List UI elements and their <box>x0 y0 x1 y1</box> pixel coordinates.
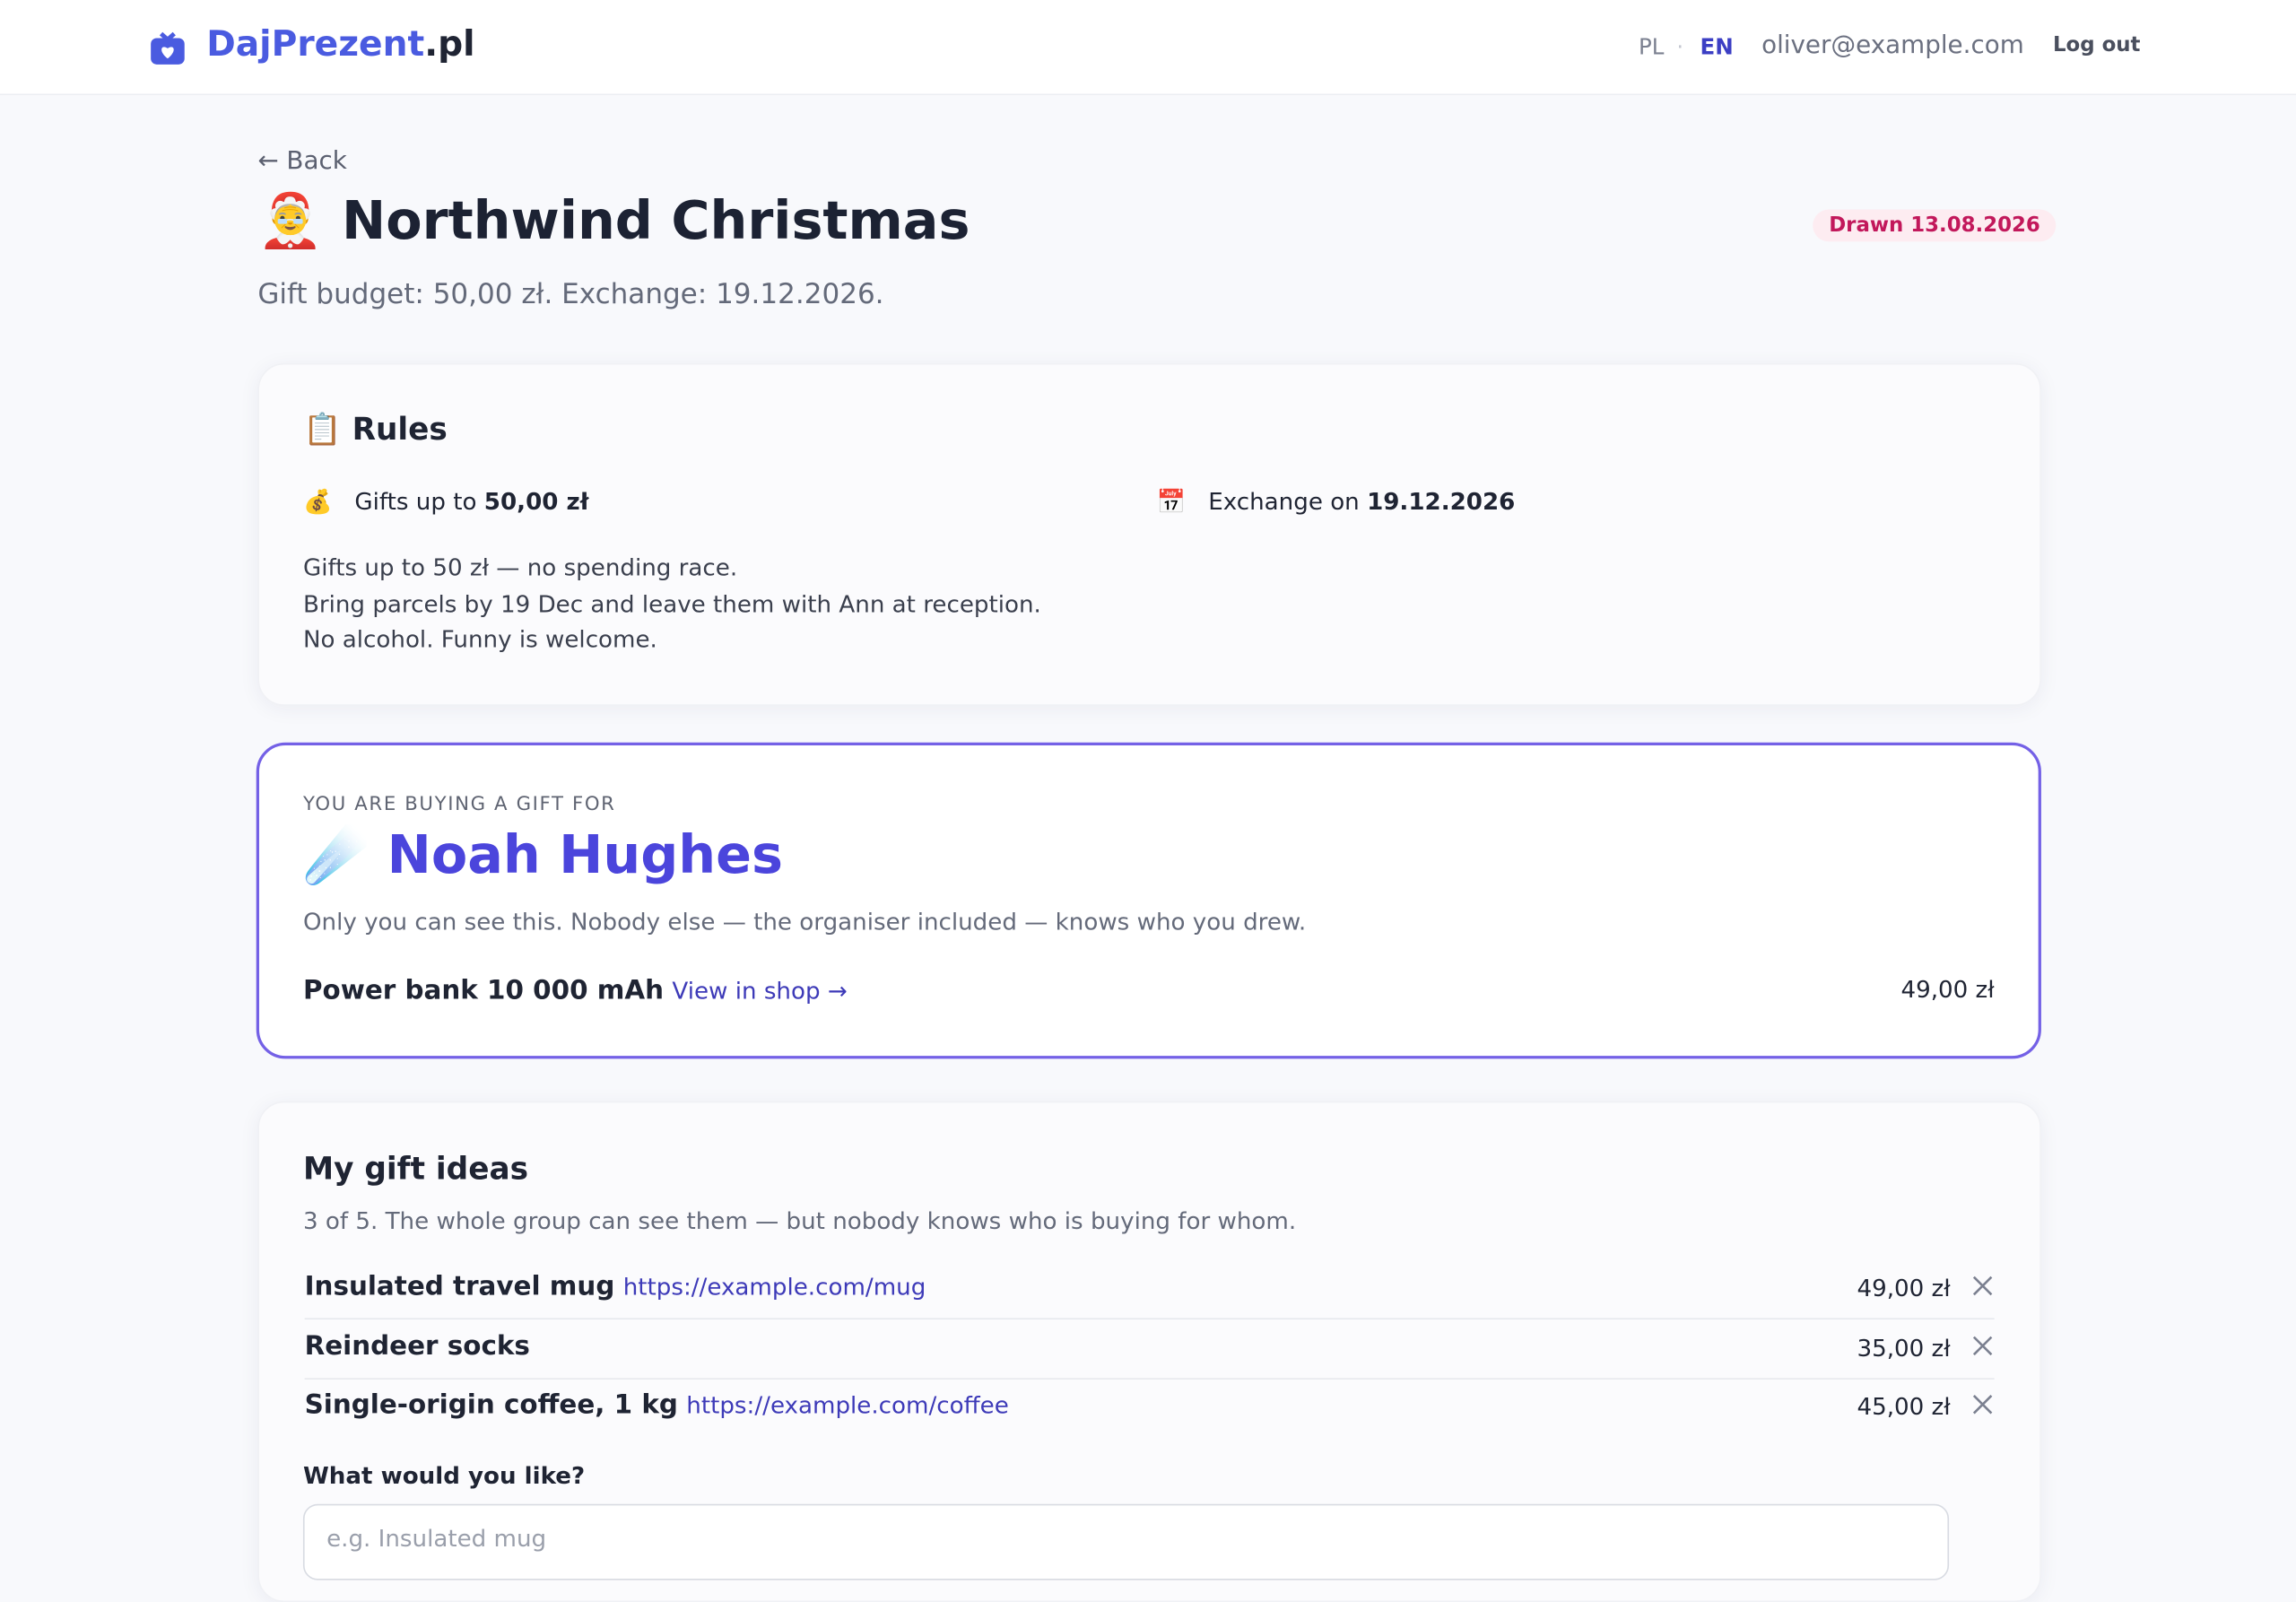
title-emoji: 🤶 <box>257 191 324 252</box>
idea-price: 45,00 zł <box>1857 1392 1951 1421</box>
idea-link[interactable]: https://example.com/coffee <box>686 1391 1009 1420</box>
idea-link[interactable]: https://example.com/mug <box>622 1272 926 1301</box>
date-rule: 📅 Exchange on 19.12.2026 <box>1157 488 1516 516</box>
lang-pl[interactable]: PL <box>1638 33 1665 60</box>
budget-prefix: Gifts up to <box>354 487 477 516</box>
ideas-card: My gift ideas 3 of 5. The whole group ca… <box>257 1101 2041 1602</box>
title: 🤶 Northwind Christmas <box>257 190 970 252</box>
wish-price: 49,00 zł <box>1900 975 1995 1004</box>
subtitle: Gift budget: 50,00 zł. Exchange: 19.12.2… <box>257 278 884 311</box>
recipient: ☄️ Noah Hughes <box>303 824 783 886</box>
recipient-emoji: ☄️ <box>302 825 370 886</box>
rule-line: No alcohol. Funny is welcome. <box>302 625 657 654</box>
assignment-label: YOU ARE BUYING A GIFT FOR <box>302 793 616 816</box>
logo-icon <box>151 31 185 65</box>
idea-text: Insulated travel mug https://example.com… <box>305 1271 926 1302</box>
idea-input[interactable]: e.g. Insulated mug <box>302 1503 1950 1580</box>
date-emoji: 📅 <box>1156 487 1187 516</box>
logout[interactable]: Log out <box>2052 33 2141 57</box>
idea-text: Single-origin coffee, 1 kg https://examp… <box>305 1389 1009 1420</box>
title-text: Northwind Christmas <box>342 191 970 252</box>
date-prefix: Exchange on <box>1208 487 1360 516</box>
idea-price: 49,00 zł <box>1857 1274 1951 1302</box>
recipient-name: Noah Hughes <box>387 825 783 886</box>
idea-name: Single-origin coffee, 1 kg <box>304 1389 678 1421</box>
brand[interactable]: DajPrezent.pl <box>206 23 474 65</box>
idea-row: Insulated travel mug https://example.com… <box>304 1259 1995 1320</box>
input-label: What would you like? <box>302 1461 586 1490</box>
rules-card: 📋 Rules 💰 Gifts up to 50,00 zł 📅 Exchang… <box>257 362 2041 706</box>
back-link[interactable]: ← Back <box>257 146 347 176</box>
rule-lines: Gifts up to 50 zł — no spending race. Bri… <box>303 551 1041 658</box>
input-placeholder: e.g. Insulated mug <box>326 1524 547 1553</box>
idea-text: Reindeer socks <box>305 1330 530 1361</box>
wish-link[interactable]: View in shop → <box>672 976 848 1006</box>
rule-line: Gifts up to 50 zł — no spending race. <box>302 553 738 582</box>
budget-value: 50,00 zł <box>483 487 589 516</box>
remove-idea[interactable] <box>1971 1334 1995 1357</box>
ideas-heading: My gift ideas <box>302 1151 529 1187</box>
rules-title: Rules <box>352 411 448 447</box>
lang-sep: · <box>1676 33 1684 60</box>
budget-emoji: 💰 <box>302 487 333 516</box>
assignment-note: Only you can see this. Nobody else — the… <box>302 908 1307 936</box>
ideas-subtitle: 3 of 5. The whole group can see them — b… <box>302 1206 1297 1235</box>
lang-en[interactable]: EN <box>1700 33 1734 60</box>
drawn-badge: Drawn 13.08.2026 <box>1813 209 2057 242</box>
idea-row: Single-origin coffee, 1 kg https://examp… <box>305 1378 1995 1436</box>
idea-row: Reindeer socks 35,00 zł <box>304 1319 1995 1380</box>
budget-rule: 💰 Gifts up to 50,00 zł <box>303 488 588 516</box>
wish: Power bank 10 000 mAh View in shop → <box>303 975 848 1006</box>
wish-name: Power bank 10 000 mAh <box>302 975 665 1006</box>
rules-emoji: 📋 <box>302 411 342 447</box>
header: DajPrezent.pl PL · EN oliver@example.com… <box>0 0 2296 96</box>
brand-suffix: .pl <box>424 23 475 65</box>
idea-name: Insulated travel mug <box>304 1271 615 1302</box>
rule-line: Bring parcels by 19 Dec and leave them w… <box>302 589 1041 618</box>
remove-idea[interactable] <box>1971 1274 1995 1297</box>
remove-idea[interactable] <box>1971 1393 1995 1416</box>
date-value: 19.12.2026 <box>1367 487 1516 516</box>
rules-heading: 📋 Rules <box>303 412 448 448</box>
brand-main: DajPrezent <box>206 23 425 65</box>
idea-price: 35,00 zł <box>1857 1333 1951 1362</box>
assignment-card: YOU ARE BUYING A GIFT FOR ☄️ Noah Hughes… <box>256 742 2041 1059</box>
user-email: oliver@example.com <box>1761 30 2024 60</box>
idea-name: Reindeer socks <box>304 1330 530 1362</box>
